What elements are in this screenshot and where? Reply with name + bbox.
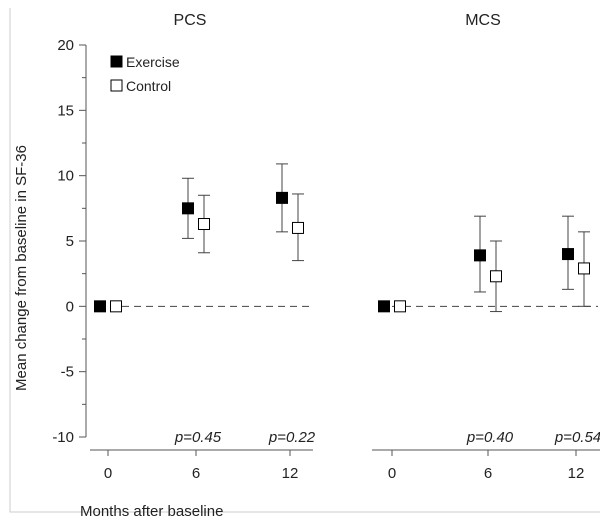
data-point-exercise <box>378 300 390 313</box>
y-tick-label: -10 <box>52 429 74 446</box>
x-tick-label: 12 <box>282 465 299 482</box>
mcs-panel-title: MCS <box>465 12 501 29</box>
p-value-label: p=0.54 <box>554 429 600 446</box>
p-value-label: p=0.22 <box>268 429 316 446</box>
y-tick-label: 5 <box>66 233 74 250</box>
legend: Exercise Control <box>110 54 180 94</box>
y-tick-label: 15 <box>57 102 74 119</box>
legend-marker-exercise <box>110 55 123 68</box>
data-point-exercise <box>94 300 106 313</box>
legend-label-control: Control <box>126 78 171 94</box>
x-tick-label: 6 <box>484 465 492 482</box>
x-tick-label: 12 <box>568 465 585 482</box>
data-point-control <box>394 300 406 313</box>
data-point-exercise <box>474 249 486 262</box>
data-point-exercise <box>182 202 194 215</box>
data-point-control <box>490 270 502 283</box>
p-value-label: p=0.45 <box>174 429 222 446</box>
x-tick-label: 6 <box>192 465 200 482</box>
y-axis-title: Mean change from baseline in SF-36 <box>13 145 30 391</box>
pcs-panel-title: PCS <box>174 12 207 29</box>
x-tick-label: 0 <box>104 465 112 482</box>
data-point-exercise <box>562 248 574 261</box>
x-tick-label: 0 <box>388 465 396 482</box>
x-axis-title: Months after baseline <box>80 503 223 520</box>
legend-marker-control <box>110 79 123 92</box>
y-tick-label: 10 <box>57 168 74 185</box>
plot-layer: 20 15 10 5 0 -5 -10 0 6 12 p=0.45 p=0.22 0 6 12 p=0.40 p… <box>52 37 600 482</box>
y-tick-label: -5 <box>61 364 74 381</box>
y-tick-label: 0 <box>66 298 74 315</box>
legend-label-exercise: Exercise <box>126 54 180 70</box>
y-tick-label: 20 <box>57 37 74 54</box>
data-point-exercise <box>276 191 288 204</box>
data-point-control <box>110 300 122 313</box>
data-point-control <box>198 218 210 231</box>
figure-frame <box>9 8 600 513</box>
p-value-label: p=0.40 <box>466 429 514 446</box>
data-point-control <box>578 262 590 275</box>
data-point-control <box>292 221 304 234</box>
